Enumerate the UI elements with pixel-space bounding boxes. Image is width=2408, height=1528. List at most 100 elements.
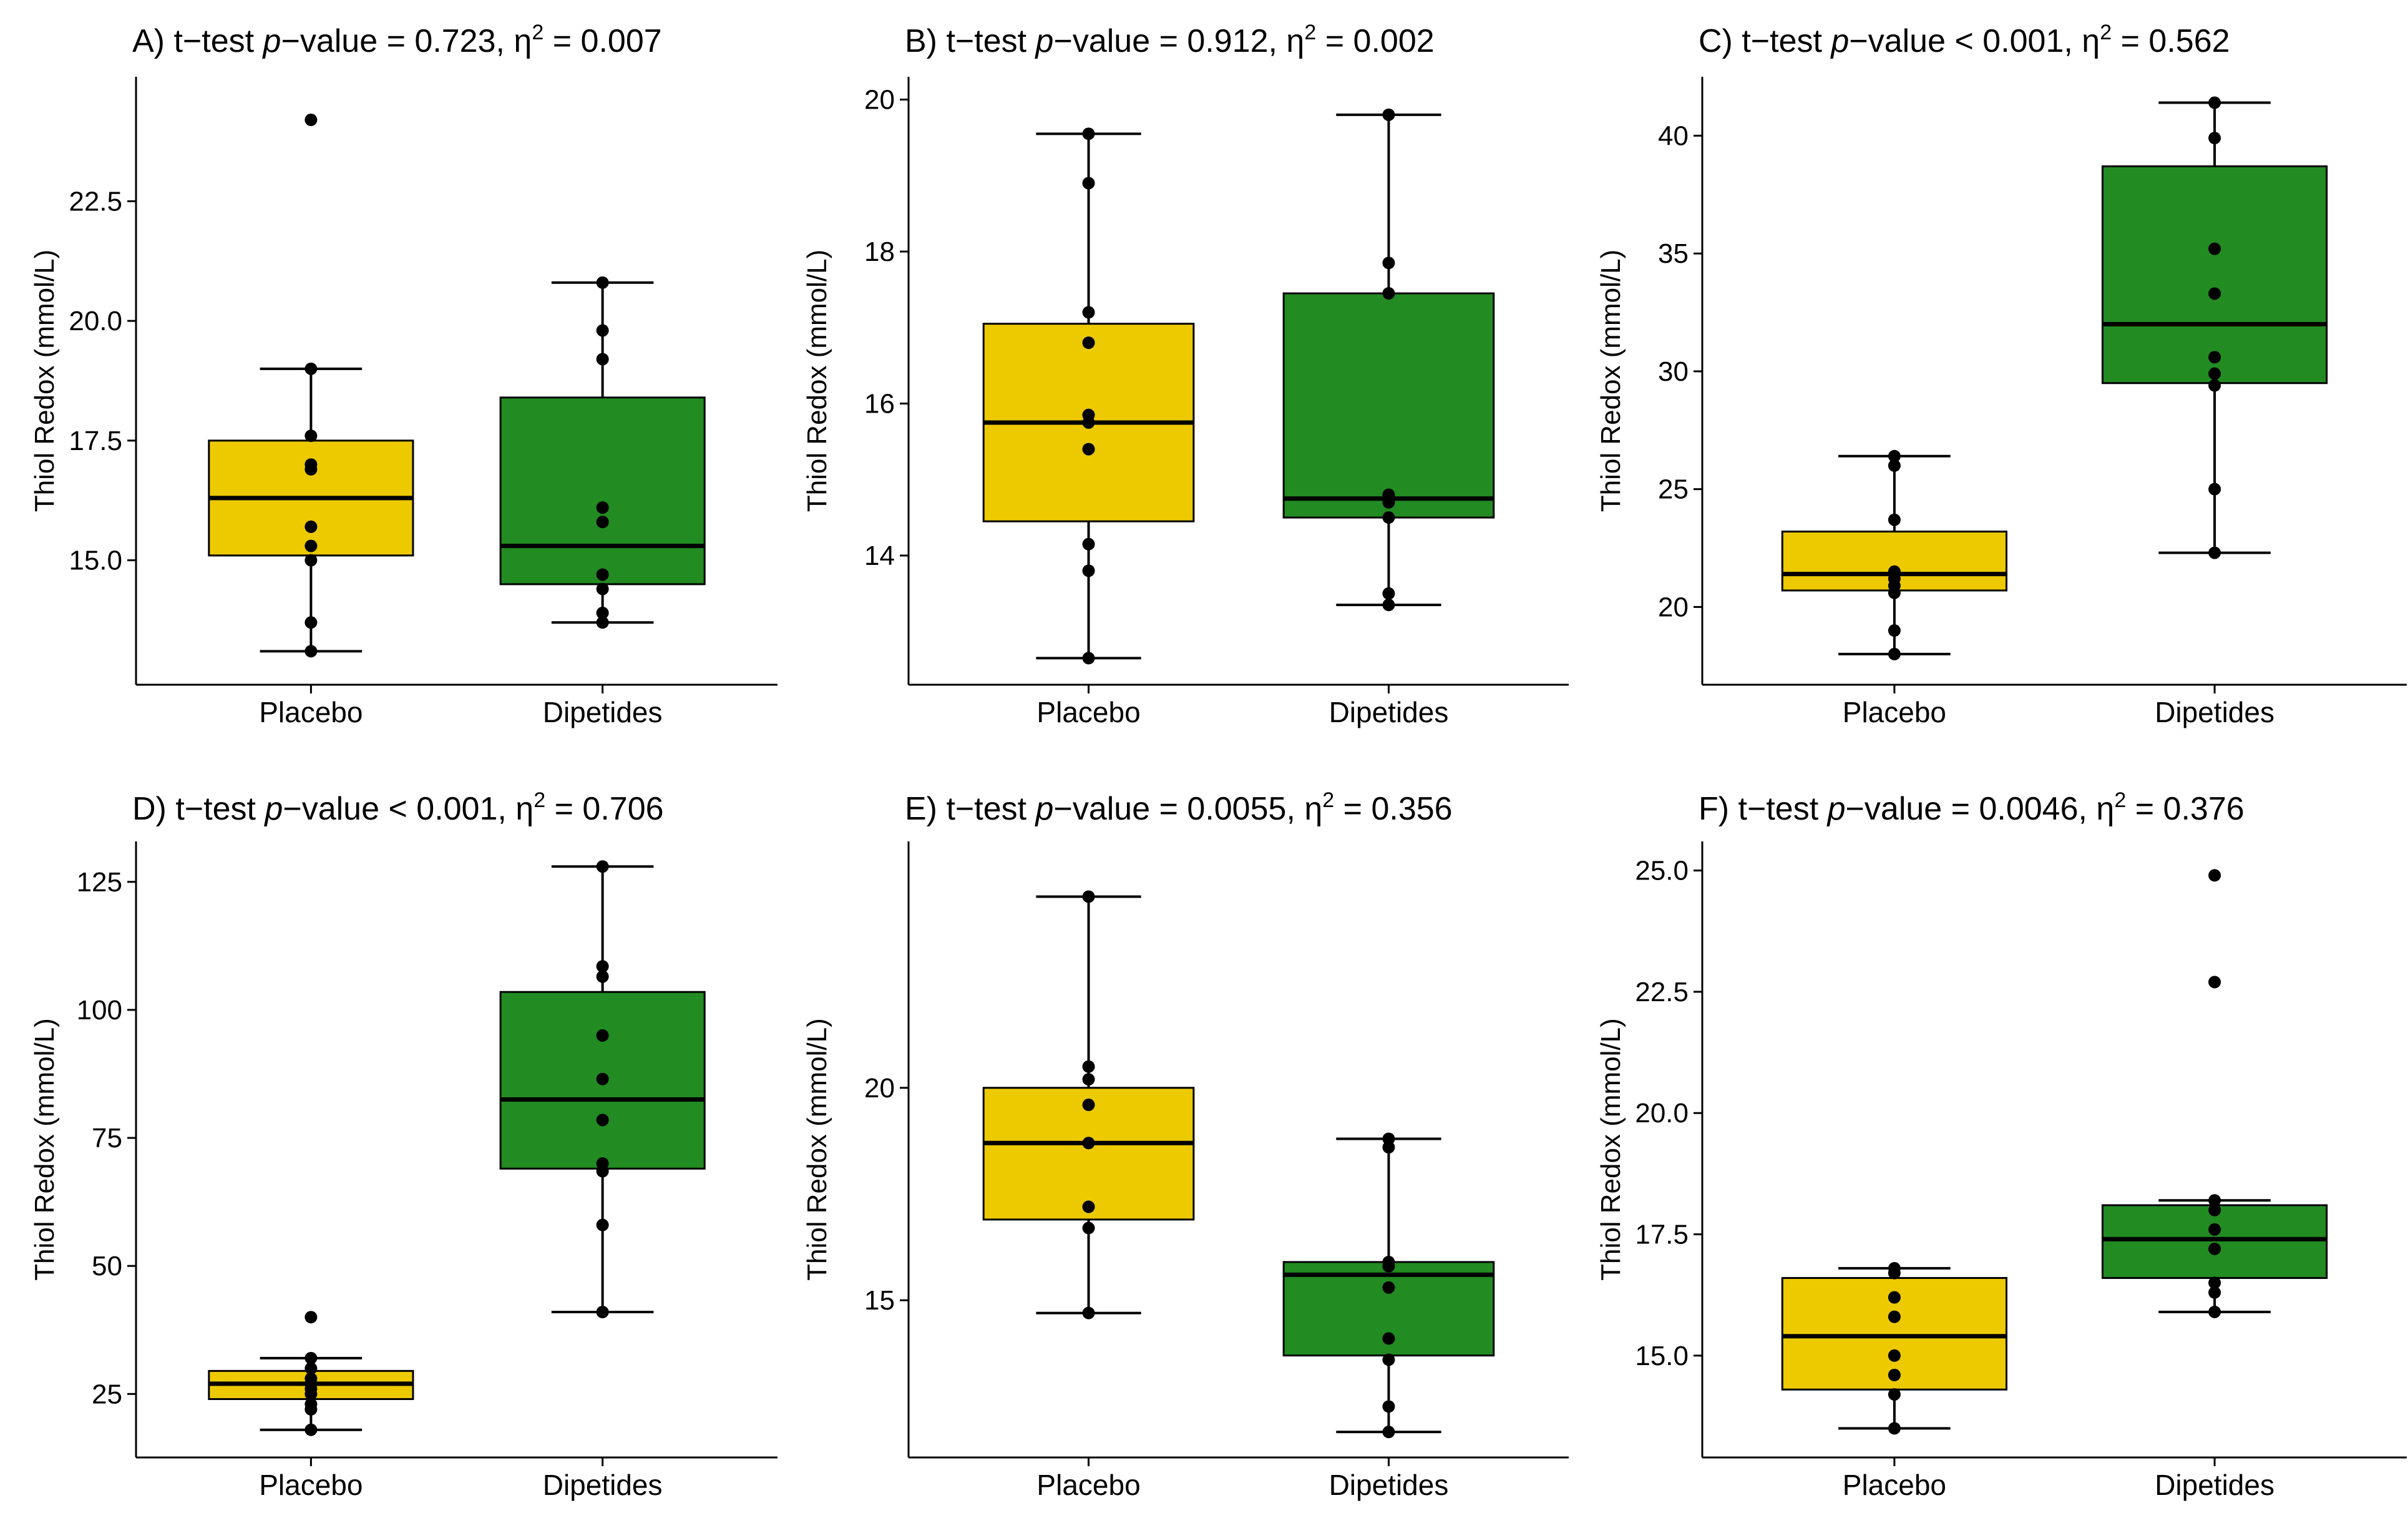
- y-tick-label: 15.0: [69, 546, 122, 576]
- y-tick-label: 25: [92, 1379, 122, 1409]
- y-tick-label: 16: [864, 389, 895, 419]
- data-point: [2208, 976, 2221, 989]
- y-tick-label: 35: [1658, 238, 1689, 269]
- data-point: [2208, 1223, 2221, 1236]
- panel-f: F) t−test p−value = 0.0046, η2 = 0.376 15…: [1596, 788, 2407, 1501]
- y-tick-label: 17.5: [69, 426, 122, 456]
- y-axis-label: Thiol Redox (mmol/L): [1596, 1018, 1626, 1281]
- data-point: [596, 1218, 609, 1232]
- data-point: [1082, 1306, 1095, 1320]
- box-iqr: [2101, 1204, 2328, 1279]
- data-point: [1382, 511, 1395, 524]
- data-point: [596, 276, 609, 289]
- panel-title: B) t−test p−value = 0.912, η2 = 0.002: [905, 21, 1435, 59]
- y-tick-label: 20.0: [69, 306, 122, 336]
- panel-b: B) t−test p−value = 0.912, η2 = 0.002 14 1…: [802, 21, 1569, 728]
- data-point: [2208, 287, 2221, 300]
- data-point: [1888, 1349, 1901, 1362]
- data-point: [1888, 1266, 1901, 1280]
- data-point: [596, 501, 609, 514]
- data-point: [2208, 546, 2221, 559]
- data-point: [1082, 306, 1095, 319]
- data-point: [2208, 242, 2221, 255]
- data-point: [596, 970, 609, 983]
- box-iqr: [499, 991, 706, 1170]
- data-point: [305, 1311, 318, 1324]
- y-tick-label: 14: [864, 541, 895, 571]
- y-tick-label: 15: [864, 1285, 895, 1316]
- data-point: [2208, 1242, 2221, 1255]
- data-point: [2208, 869, 2221, 882]
- data-point: [1382, 1260, 1395, 1273]
- data-point: [1082, 1137, 1095, 1150]
- box-iqr: [2101, 165, 2328, 384]
- y-tick-label: 20: [1658, 592, 1689, 622]
- data-point: [1382, 1426, 1395, 1439]
- data-point: [1082, 890, 1095, 903]
- data-point: [305, 554, 318, 567]
- data-point: [1382, 1141, 1395, 1154]
- data-point: [305, 1388, 318, 1401]
- panel-c: C) t−test p−value < 0.001, η2 = 0.562 20 2…: [1596, 21, 2407, 728]
- data-point: [2208, 379, 2221, 392]
- data-point: [2208, 132, 2221, 145]
- box-dipetides: [2101, 869, 2328, 1318]
- y-tick-label: 20: [864, 85, 895, 115]
- data-point: [596, 353, 609, 366]
- data-point: [305, 429, 318, 443]
- data-point: [305, 463, 318, 476]
- data-point: [1082, 1222, 1095, 1235]
- x-tick-label: Placebo: [259, 696, 363, 728]
- data-point: [596, 1114, 609, 1127]
- data-point: [596, 616, 609, 629]
- data-point: [2208, 1203, 2221, 1217]
- y-tick-label: 40: [1658, 120, 1689, 151]
- data-point: [1382, 599, 1395, 612]
- x-tick-label: Dipetides: [543, 1469, 663, 1501]
- data-point: [1082, 336, 1095, 350]
- x-tick-label: Placebo: [1036, 696, 1140, 728]
- data-point: [1888, 586, 1901, 599]
- data-point: [1888, 1310, 1901, 1323]
- x-tick-label: Placebo: [1036, 1469, 1140, 1501]
- box-dipetides: [1282, 1132, 1495, 1439]
- y-tick-label: 22.5: [1635, 977, 1689, 1007]
- data-point: [1888, 647, 1901, 660]
- x-tick-label: Dipetides: [543, 696, 663, 728]
- y-axis-label: Thiol Redox (mmol/L): [802, 250, 832, 512]
- data-point: [1888, 1388, 1901, 1401]
- data-point: [1082, 177, 1095, 190]
- data-point: [596, 568, 609, 581]
- data-point: [305, 645, 318, 658]
- data-point: [2208, 351, 2221, 364]
- x-tick-label: Dipetides: [2155, 1469, 2274, 1501]
- panel-title: D) t−test p−value < 0.001, η2 = 0.706: [132, 788, 664, 827]
- box-placebo: [1781, 1261, 2008, 1435]
- data-point: [305, 362, 318, 375]
- x-tick-label: Dipetides: [1329, 696, 1449, 728]
- y-tick-label: 100: [77, 995, 122, 1026]
- y-tick-label: 20: [864, 1073, 895, 1104]
- data-point: [2208, 482, 2221, 496]
- data-point: [1082, 443, 1095, 456]
- x-tick-label: Placebo: [259, 1469, 363, 1501]
- data-point: [1082, 416, 1095, 429]
- data-point: [2208, 96, 2221, 109]
- data-point: [305, 1351, 318, 1364]
- data-point: [2208, 1276, 2221, 1290]
- data-point: [1082, 652, 1095, 665]
- y-tick-label: 25: [1658, 474, 1689, 505]
- data-point: [2208, 1286, 2221, 1299]
- panel-e: E) t−test p−value = 0.0055, η2 = 0.356 15…: [802, 788, 1569, 1501]
- data-point: [1382, 1281, 1395, 1294]
- box-placebo: [208, 114, 414, 658]
- data-point: [305, 616, 318, 629]
- box-placebo: [1781, 449, 2008, 660]
- data-point: [1888, 1291, 1901, 1304]
- y-tick-label: 25.0: [1635, 856, 1689, 886]
- panel-title: C) t−test p−value < 0.001, η2 = 0.562: [1699, 21, 2230, 59]
- data-point: [1082, 1060, 1095, 1073]
- data-point: [1888, 449, 1901, 463]
- y-tick-label: 20.0: [1635, 1098, 1689, 1129]
